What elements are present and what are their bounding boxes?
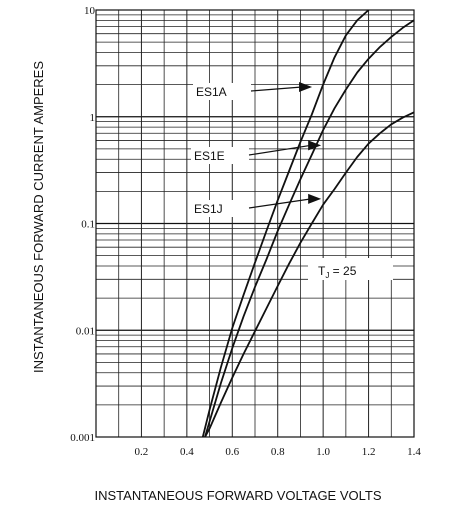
series-label-es1a: ES1A xyxy=(196,85,227,99)
x-tick-label: 0.6 xyxy=(225,446,239,458)
y-axis-label: INSTANTANEOUS FORWARD CURRENT AMPERES xyxy=(31,61,46,373)
curve-es1a xyxy=(201,9,370,438)
x-tick-label: 1.4 xyxy=(407,446,421,458)
curve-es1e xyxy=(204,19,415,438)
y-tick-labels: 0.001 0.01 0.1 1 10 xyxy=(70,5,95,444)
series-label-bg xyxy=(193,83,251,100)
label-arrow-line xyxy=(250,86,303,92)
x-axis-label: INSTANTANEOUS FORWARD VOLTAGE VOLTS xyxy=(95,488,382,503)
y-tick-label: 0.01 xyxy=(76,325,95,337)
x-tick-label: 0.2 xyxy=(135,446,149,458)
arrow-head-icon xyxy=(308,140,322,151)
condition-annotation: TJ = 25 xyxy=(308,258,393,280)
condition-main: T xyxy=(318,264,326,278)
x-tick-label: 0.8 xyxy=(271,446,285,458)
y-tick-label: 0.1 xyxy=(81,219,95,231)
condition-bg xyxy=(308,258,393,280)
y-tick-label: 0.001 xyxy=(70,432,95,444)
x-tick-label: 1.0 xyxy=(316,446,330,458)
arrow-head-icon xyxy=(308,193,322,204)
condition-rest: = 25 xyxy=(329,264,356,278)
curves xyxy=(201,9,415,438)
x-tick-labels: 0.2 0.4 0.6 0.8 1.0 1.2 1.4 xyxy=(135,446,422,458)
grid-major-lines xyxy=(96,10,414,437)
series-labels: ES1A ES1E ES1J xyxy=(191,81,322,217)
condition-text: TJ = 25 xyxy=(318,264,357,280)
y-tick-label: 10 xyxy=(84,5,96,17)
series-label-bg xyxy=(191,147,249,164)
condition-sub: J xyxy=(325,271,329,280)
series-label-es1j: ES1J xyxy=(194,202,223,216)
y-tick-label: 1 xyxy=(90,112,96,124)
x-tick-label: 1.2 xyxy=(362,446,376,458)
series-label-bg xyxy=(191,200,249,217)
label-arrow-line xyxy=(248,144,312,156)
x-tick-label: 0.4 xyxy=(180,446,194,458)
series-label-es1e: ES1E xyxy=(194,149,225,163)
arrow-head-icon xyxy=(299,81,313,92)
plot-frame xyxy=(95,9,415,438)
label-arrow-line xyxy=(248,198,312,209)
curve-es1j xyxy=(204,111,415,438)
